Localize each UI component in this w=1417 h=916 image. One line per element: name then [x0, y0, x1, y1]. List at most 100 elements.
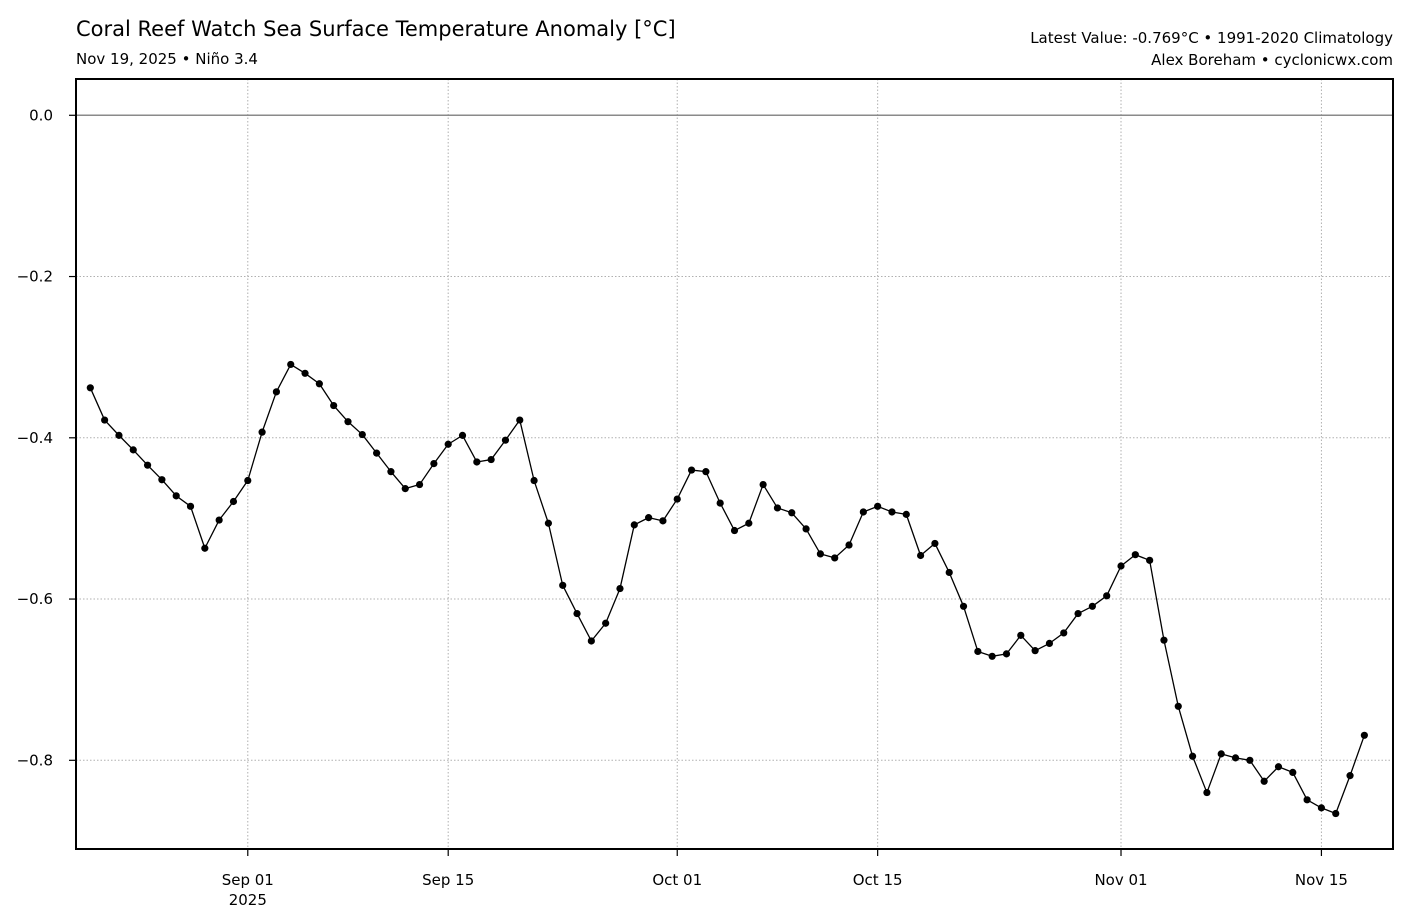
data-point [1346, 772, 1354, 780]
data-point [917, 551, 925, 560]
data-point [544, 519, 553, 527]
y-axis: 0.0 −0.2 −0.4 −0.6 −0.8 [17, 106, 76, 769]
data-point [501, 436, 510, 444]
data-point [730, 526, 739, 535]
data-point [1188, 752, 1197, 760]
data-point [1131, 551, 1139, 559]
data-point [616, 584, 624, 593]
data-point [974, 647, 982, 656]
data-point [1289, 768, 1297, 777]
x-tick-label: Nov 15 [1295, 871, 1348, 889]
data-point [573, 609, 581, 618]
data-point [473, 458, 481, 466]
data-point [788, 509, 796, 517]
data-point [1203, 788, 1211, 797]
data-point [1260, 777, 1268, 785]
data-point [702, 468, 710, 476]
y-tick-label: −0.8 [17, 751, 53, 769]
data-point [101, 416, 109, 424]
data-point [1332, 809, 1340, 818]
chart-title: Coral Reef Watch Sea Surface Temperature… [76, 17, 676, 41]
latest-value-info: Latest Value: -0.769°C • 1991-2020 Clima… [1030, 29, 1393, 47]
data-point [602, 619, 610, 627]
data-point [387, 468, 395, 476]
data-point [845, 541, 853, 549]
data-point [287, 360, 295, 369]
y-tick-label: −0.4 [17, 429, 53, 447]
data-point [1045, 639, 1054, 648]
chart-subtitle: Nov 19, 2025 • Niño 3.4 [76, 50, 258, 68]
data-point [1103, 592, 1111, 600]
data-point [1117, 562, 1125, 570]
data-points-group [86, 360, 1368, 818]
data-point [888, 508, 896, 516]
data-point [1274, 763, 1283, 771]
data-point [516, 416, 524, 424]
data-point [687, 466, 696, 474]
x-tick-label: Nov 01 [1094, 871, 1147, 889]
data-point [215, 516, 223, 524]
x-tick-label: Oct 15 [853, 871, 903, 889]
data-point [816, 550, 824, 558]
data-point [1174, 702, 1182, 710]
grid-lines [76, 79, 1393, 849]
data-point [330, 401, 338, 410]
data-point [86, 384, 94, 392]
data-point [129, 446, 137, 454]
data-point [344, 418, 352, 426]
x-tick-label: Sep 15 [422, 871, 474, 889]
data-point [959, 602, 968, 610]
data-point [115, 431, 123, 439]
data-point [1002, 650, 1011, 658]
x-tick-label: Oct 01 [652, 871, 702, 889]
data-point [244, 476, 252, 485]
data-point [201, 544, 209, 552]
data-point [559, 581, 567, 589]
data-point [759, 480, 767, 489]
series-line-group [89, 363, 1365, 815]
y-tick-label: −0.6 [17, 590, 53, 608]
data-point [1360, 731, 1368, 739]
plot-frame [75, 78, 1394, 850]
data-point [430, 460, 438, 468]
data-point [1074, 609, 1082, 618]
data-point [931, 539, 939, 548]
data-point [902, 510, 910, 518]
data-point [1146, 556, 1154, 564]
data-point [659, 517, 667, 525]
y-tick-label: 0.0 [29, 106, 53, 124]
data-point [1160, 636, 1168, 644]
series-line [89, 363, 1365, 815]
data-point [859, 508, 867, 516]
data-point [1060, 629, 1068, 637]
data-point [301, 369, 309, 377]
data-point [143, 461, 152, 469]
data-point [315, 380, 323, 388]
data-point [716, 499, 724, 507]
data-point [587, 637, 595, 645]
x-tick-year-label: 2025 [229, 891, 267, 909]
data-point [945, 568, 953, 577]
data-point [1031, 647, 1039, 655]
data-point [1231, 754, 1240, 762]
x-tick-label: Sep 01 [222, 871, 274, 889]
data-point [530, 476, 538, 485]
data-point [172, 492, 180, 500]
data-point [673, 495, 681, 503]
data-point [645, 514, 653, 522]
author-credit: Alex Boreham • cyclonicwx.com [1151, 51, 1393, 69]
data-point [415, 480, 424, 489]
data-point [1217, 750, 1225, 758]
data-point [988, 652, 996, 660]
data-point [458, 431, 467, 439]
data-point [773, 504, 782, 512]
data-point [745, 519, 753, 527]
data-point [258, 428, 266, 436]
data-point [186, 502, 195, 510]
data-point [487, 455, 495, 464]
data-point [802, 525, 810, 533]
data-point [373, 449, 381, 457]
x-axis: Sep 01 2025 Sep 15 Oct 01 Oct 15 Nov 01 Nov 15 [222, 849, 1348, 909]
data-point [1317, 804, 1326, 812]
y-tick-label: −0.2 [17, 268, 53, 286]
